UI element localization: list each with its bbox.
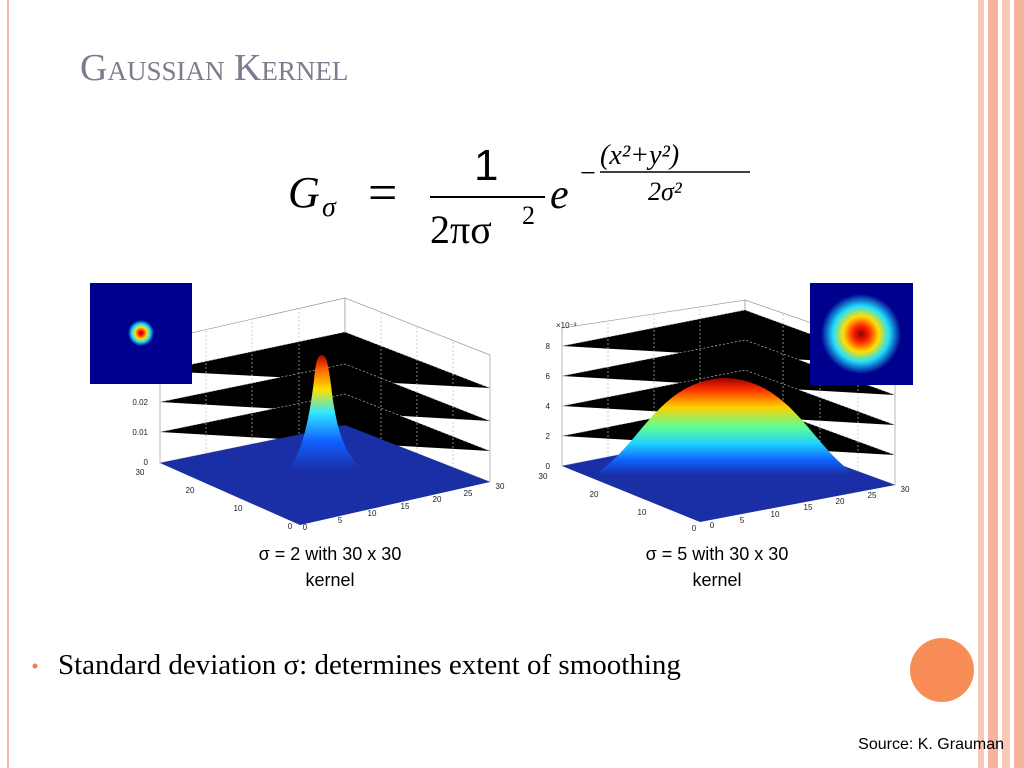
z-tick-label: 6 — [546, 372, 551, 381]
formula-part: e — [550, 172, 569, 218]
x-tick-label: 0 — [710, 521, 715, 530]
formula-part: G — [288, 168, 320, 217]
x-tick-label: 10 — [368, 509, 377, 518]
right-stripe — [988, 0, 998, 768]
formula-part: σ — [322, 192, 337, 223]
y-tick-label: 10 — [638, 508, 647, 517]
right-stripe — [978, 0, 984, 768]
x-tick-label: 15 — [401, 502, 410, 511]
z-tick-label: 4 — [546, 402, 551, 411]
slide-title: Gaussian Kernel — [80, 47, 348, 89]
y-tick-label: 30 — [136, 468, 145, 477]
surface — [598, 378, 852, 487]
formula-part: (x²+y²) — [600, 140, 679, 171]
heatmap-blob — [821, 294, 901, 374]
right-stripe — [1014, 0, 1024, 768]
x-tick-label: 30 — [901, 485, 910, 494]
z-tick-label: 8 — [546, 342, 551, 351]
x-tick-label: 25 — [868, 491, 877, 500]
surface-plot — [90, 283, 491, 525]
bullet-text: Standard deviation σ: determines extent … — [58, 649, 681, 681]
x-tick-label: 30 — [496, 482, 505, 491]
formula-part: = — [368, 165, 397, 222]
z-tick-label: 0.02 — [132, 398, 148, 407]
plot-floor — [160, 425, 490, 525]
right-stripe — [1002, 0, 1010, 768]
z-tick-label: 0.01 — [132, 428, 148, 437]
formula-part: 2 — [522, 201, 535, 230]
heatmap-blob — [128, 320, 154, 346]
x-tick-label: 15 — [804, 503, 813, 512]
y-tick-label: 0 — [288, 522, 293, 531]
caption-box: σ = 2 with 30 x 30 kernel — [258, 544, 402, 590]
formula-part: 2σ² — [648, 177, 683, 206]
y-tick-label: 0 — [692, 524, 697, 533]
x-tick-label: 20 — [433, 495, 442, 504]
caption: σ = 2 with 30 x 30 kernel — [258, 544, 402, 590]
formula-part: − — [580, 158, 596, 189]
z-tick-label: 0 — [546, 462, 551, 471]
y-tick-label: 30 — [539, 472, 548, 481]
y-tick-label: 10 — [234, 504, 243, 513]
y-tick-label: 20 — [590, 490, 599, 499]
surface — [288, 355, 362, 475]
decor-circle — [910, 638, 974, 702]
formula-part: 1 — [474, 141, 498, 190]
z-tick-label: 0 — [144, 458, 149, 467]
caption-box: σ = 5 with 30 x 30 kernel — [645, 544, 789, 590]
x-tick-label: 5 — [338, 516, 343, 525]
y-tick-label: 20 — [186, 486, 195, 495]
z-exponent: ×10⁻³ — [556, 321, 577, 330]
x-tick-label: 20 — [836, 497, 845, 506]
formula: G σ = 1 2πσ 2 e − (x²+y²) 2σ² — [288, 140, 750, 252]
z-tick-label: 2 — [546, 432, 551, 441]
source: Source: K. Grauman — [858, 736, 1004, 753]
surface-plot — [561, 283, 913, 522]
x-tick-label: 10 — [771, 510, 780, 519]
bullet-marker — [32, 663, 38, 669]
x-tick-label: 5 — [740, 516, 745, 525]
caption: σ = 5 with 30 x 30 kernel — [645, 544, 789, 590]
formula-part: 2πσ — [430, 207, 492, 252]
x-tick-label: 0 — [303, 523, 308, 532]
x-tick-label: 25 — [464, 489, 473, 498]
